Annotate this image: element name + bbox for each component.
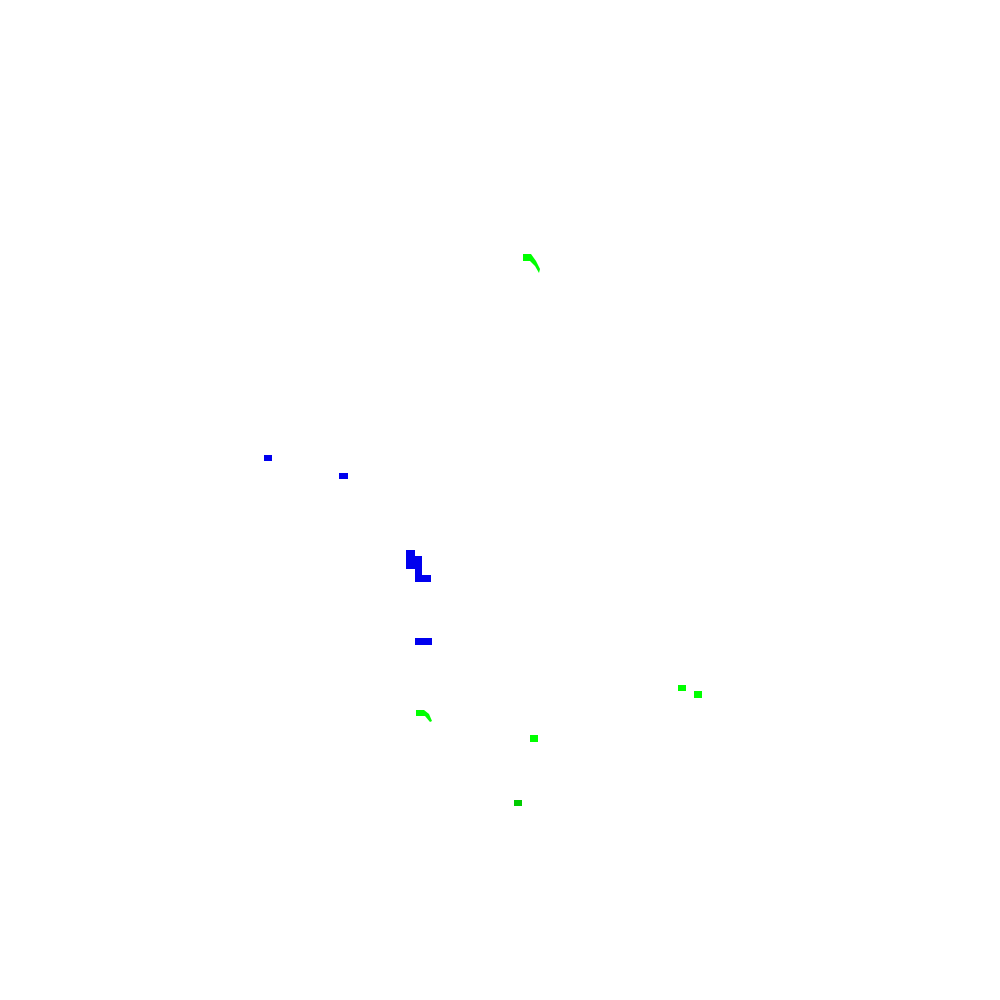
green-arc-bottom bbox=[416, 710, 432, 722]
green-mark-lower bbox=[514, 800, 522, 806]
green-arc-top bbox=[523, 254, 540, 273]
blue-mark-small-1 bbox=[264, 455, 272, 461]
green-mark-center bbox=[530, 735, 538, 742]
blue-bar bbox=[415, 638, 432, 645]
blue-step-shape bbox=[406, 550, 431, 582]
green-mark-right-1 bbox=[678, 685, 686, 691]
green-mark-right-2 bbox=[694, 691, 702, 698]
blue-mark-small-2 bbox=[339, 473, 348, 479]
